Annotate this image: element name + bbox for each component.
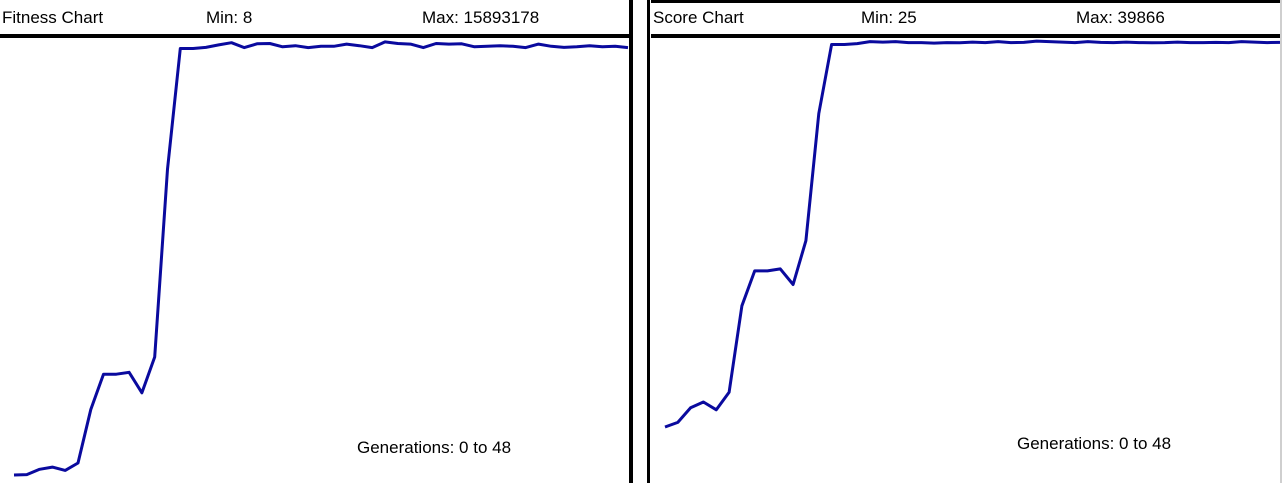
fitness-series-line bbox=[13, 40, 629, 477]
score-series-line bbox=[664, 39, 1281, 429]
divider-line-right bbox=[647, 0, 650, 483]
score-header-separator bbox=[651, 34, 1282, 38]
panel-divider bbox=[629, 0, 651, 483]
score-min-label: Min: 25 bbox=[861, 8, 917, 27]
fitness-min-label: Min: 8 bbox=[206, 8, 253, 27]
score-generations-label: Generations: 0 to 48 bbox=[1017, 434, 1172, 453]
score-top-border bbox=[651, 0, 1282, 3]
fitness-chart-header: Fitness Chart Min: 8 Max: 15893178 bbox=[0, 0, 629, 35]
fitness-max-label: Max: 15893178 bbox=[422, 8, 540, 27]
score-right-edge bbox=[1280, 0, 1282, 483]
fitness-chart-title: Fitness Chart bbox=[2, 8, 104, 27]
fitness-chart-panel: Fitness Chart Min: 8 Max: 15893178 Gener… bbox=[0, 0, 629, 483]
score-chart-panel: Score Chart Min: 25 Max: 39866 Generatio… bbox=[651, 0, 1282, 483]
divider-line-left bbox=[629, 0, 633, 483]
score-chart-header: Score Chart Min: 25 Max: 39866 bbox=[651, 0, 1282, 35]
fitness-header-separator bbox=[0, 34, 629, 38]
fitness-generations-label: Generations: 0 to 48 bbox=[357, 438, 512, 457]
fitness-plot-area bbox=[13, 40, 629, 477]
score-max-label: Max: 39866 bbox=[1076, 8, 1165, 27]
score-chart-title: Score Chart bbox=[653, 8, 744, 27]
score-plot-area bbox=[664, 39, 1281, 429]
